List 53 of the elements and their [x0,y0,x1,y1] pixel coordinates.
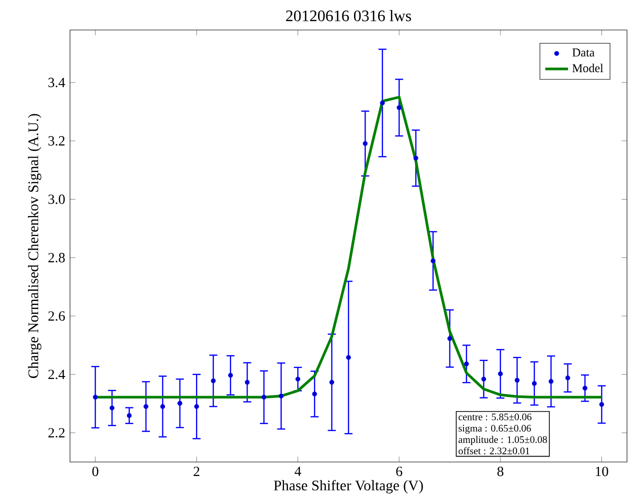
x-tick-label: 6 [396,466,402,476]
point [144,404,148,409]
point [464,362,469,366]
point [565,376,570,380]
point [582,386,588,391]
annotation: sigma : 0.65±0.06 [458,424,531,434]
annotation: offset : 2.32±0.01 [458,447,530,454]
point [278,394,284,398]
point [160,404,166,409]
x-tick-label: 2 [194,466,200,476]
y-tick-label: 3.4 [48,78,66,88]
y-tick-label: 3.0 [48,194,65,204]
point [110,406,114,410]
point [262,394,266,400]
y-tick-label: 2.8 [48,252,65,262]
chart-title: 20120616 0316 lws [286,10,412,22]
point [599,402,604,407]
point [228,372,233,378]
point [413,156,418,161]
annotation: centre : 5.85±0.06 [458,414,532,420]
y-tick-label: 2.6 [48,311,65,321]
point [244,380,250,385]
x-axis-title: Phase Shifter Voltage (V) [274,480,423,494]
x-tick-label: 0 [92,466,98,476]
point [396,105,402,110]
point [481,376,486,382]
annotation: amplitude : 1.05±0.08 [458,436,547,445]
x-tick-label: 8 [497,466,504,476]
y-tick-label: 2.2 [48,428,65,438]
point [92,394,98,400]
point [295,376,300,382]
y-axis-title: Charge Normalised Cherenkov Signal (A.U.) [28,114,42,378]
y-tick-label: 3.2 [48,136,65,146]
point [498,371,503,376]
point [362,141,368,146]
point [312,392,317,396]
x-tick-label: 4 [294,466,302,476]
point [380,100,385,106]
point [194,404,199,409]
point [532,381,537,386]
y-tick-label: 2.4 [48,370,66,380]
point [548,379,554,384]
point [430,258,436,264]
point [126,413,132,418]
point [177,400,182,406]
point [514,378,520,383]
point [210,378,216,384]
point [346,355,351,360]
point [329,380,334,385]
point [447,336,452,341]
legend-label: Model [572,64,604,72]
legend-label: Data [572,48,595,57]
x-tick-label: 10 [596,466,608,476]
